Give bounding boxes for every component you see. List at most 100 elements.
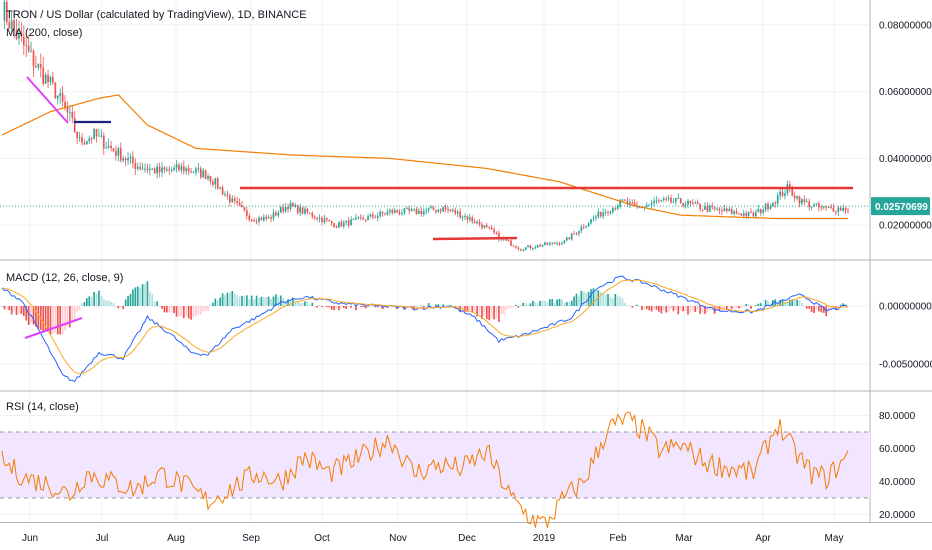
macd-histogram-bar: [197, 306, 200, 315]
candle-body: [255, 221, 258, 223]
candle-body: [602, 212, 605, 217]
macd-histogram-bar: [585, 292, 588, 306]
candle-body: [827, 206, 830, 208]
last-price-label: 0.02570699: [875, 202, 928, 213]
candle-body: [624, 199, 626, 201]
candle-body: [333, 223, 335, 228]
candle-body: [718, 208, 721, 211]
downtrend-line: [26, 76, 69, 124]
macd-histogram-bar: [456, 306, 459, 308]
macd-histogram-bar: [558, 298, 561, 306]
macd-histogram-bar: [604, 294, 607, 306]
macd-histogram-bar: [522, 302, 525, 306]
macd-histogram-bar: [265, 297, 268, 306]
ma-indicator-label[interactable]: MA (200, close): [6, 27, 83, 39]
macd-histogram-bar: [161, 306, 163, 309]
rsi-pane[interactable]: [0, 411, 870, 528]
macd-histogram-bar: [527, 304, 529, 306]
candle-body: [117, 148, 120, 156]
rsi-indicator-label[interactable]: RSI (14, close): [6, 401, 79, 413]
price-scale[interactable]: 0.08000000 0.06000000 0.04000000 0.02000000…: [871, 20, 932, 521]
candle-body: [621, 199, 624, 201]
macd-histogram-bar: [83, 302, 86, 306]
macd-histogram-bar: [493, 306, 495, 320]
candle-body: [541, 245, 544, 247]
candle-body: [776, 195, 779, 204]
candle-body: [27, 45, 30, 51]
macd-indicator-label[interactable]: MACD (12, 26, close, 9): [6, 272, 124, 284]
price-tick-label: 0.06000000: [879, 87, 932, 98]
candle-body: [830, 206, 832, 208]
macd-histogram-bar: [568, 302, 571, 306]
price-pane[interactable]: [0, 0, 870, 252]
macd-histogram-bar: [340, 306, 343, 308]
macd-histogram-bar: [551, 299, 554, 306]
macd-pane[interactable]: [1, 275, 849, 383]
candle-body: [294, 204, 297, 207]
macd-histogram-bar: [563, 302, 566, 306]
macd-histogram-bar: [325, 306, 328, 308]
candle-body: [185, 168, 188, 172]
candle-body: [813, 204, 815, 207]
candle-body: [250, 219, 253, 221]
candle-body: [119, 148, 122, 161]
candle-body: [202, 170, 205, 178]
macd-histogram-bar: [185, 306, 188, 317]
candle-body: [580, 226, 583, 232]
macd-histogram-bar: [636, 304, 638, 306]
macd-histogram-bar: [262, 297, 265, 306]
macd-histogram-bar: [658, 306, 660, 312]
candle-body: [810, 206, 813, 208]
candle-body: [262, 216, 265, 221]
macd-histogram-bar: [536, 303, 539, 306]
candle-body: [243, 207, 246, 211]
symbol-title[interactable]: TRON / US Dollar (calculated by TradingV…: [6, 9, 307, 21]
candle-body: [410, 209, 413, 211]
candle-body: [832, 207, 835, 212]
candle-body: [287, 206, 289, 210]
candle-body: [42, 67, 45, 84]
candle-body: [226, 194, 229, 196]
candle-body: [241, 205, 243, 208]
macd-histogram-bar: [333, 306, 335, 311]
trend-drawings[interactable]: [24, 76, 853, 339]
macd-histogram-bar: [779, 299, 781, 306]
macd-histogram-bar: [781, 299, 784, 306]
candle-body: [781, 191, 784, 196]
candle-body: [701, 209, 704, 211]
candle-body: [350, 219, 352, 226]
macd-histogram-bar: [449, 305, 452, 306]
candle-body: [473, 221, 476, 224]
macd-histogram-bar: [1, 306, 3, 307]
candle-body: [461, 216, 464, 218]
candle-body: [335, 227, 338, 229]
macd-histogram-bar: [165, 306, 168, 313]
candle-body: [156, 166, 158, 174]
candle-body: [638, 207, 641, 209]
candle-body: [369, 214, 372, 217]
candle-body: [604, 211, 607, 213]
candle-body: [801, 199, 803, 204]
macd-histogram-bar: [677, 306, 680, 315]
candle-body: [8, 22, 11, 29]
rsi-tick-label: 60.0000: [879, 444, 916, 455]
macd-histogram-bar: [803, 305, 806, 306]
candle-body: [539, 244, 541, 247]
time-scale[interactable]: Jun Jul Aug Sep Oct Nov Dec 2019 Feb Mar Apr May: [22, 533, 844, 544]
macd-histogram-bar: [107, 300, 110, 306]
macd-histogram-bar: [670, 306, 672, 310]
candle-body: [607, 211, 609, 214]
candle-body: [565, 237, 568, 241]
candle-body: [153, 168, 156, 174]
candle-body: [631, 202, 634, 204]
candle-body: [301, 207, 304, 214]
macd-histogram-bar: [224, 295, 226, 306]
macd-histogram-bar: [788, 299, 791, 306]
macd-histogram-bar: [468, 306, 471, 311]
macd-histogram-bar: [498, 306, 500, 322]
macd-histogram-bar: [56, 306, 59, 335]
macd-histogram-bar: [759, 303, 762, 306]
macd-histogram-bar: [245, 295, 248, 306]
macd-histogram-bar: [20, 306, 23, 315]
